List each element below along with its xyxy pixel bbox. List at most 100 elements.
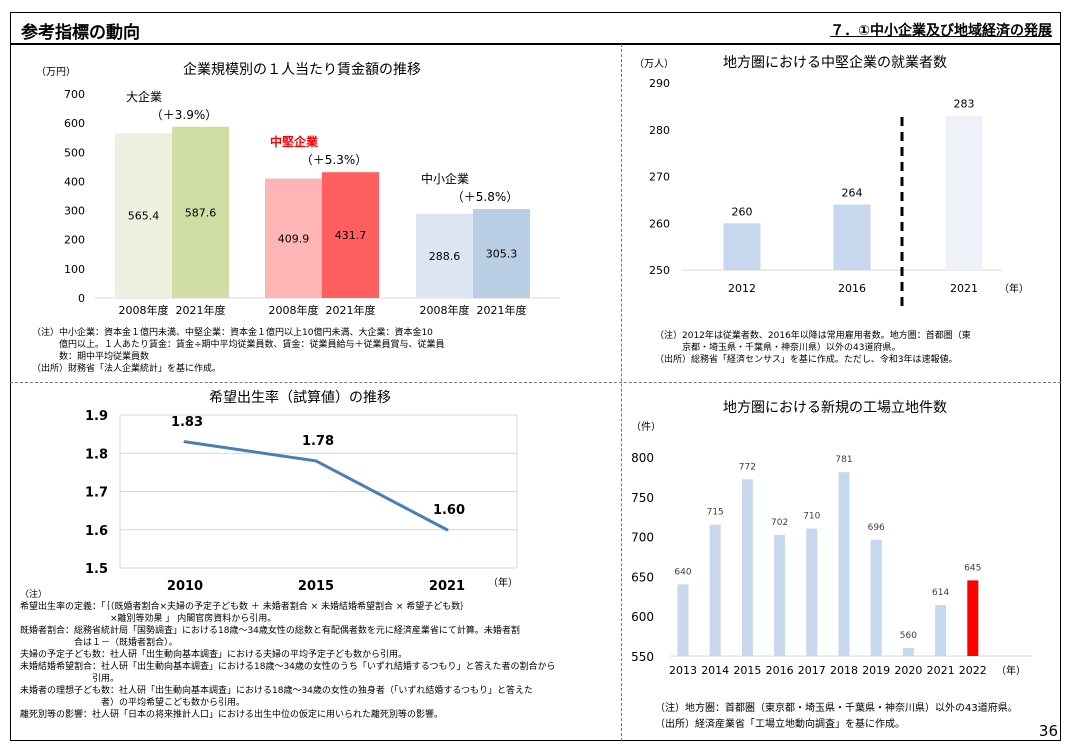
factory-ytick: 600 [631,610,654,624]
wage-ytick: 500 [64,146,85,159]
wage-notes: （注）中小企業：資本金１億円未満、中堅企業：資本金１億円以上10億円未満、大企業… [32,327,445,375]
fertility-ytick: 1.9 [85,409,108,424]
employment-bar [723,223,761,270]
factory-value-label: 781 [835,455,852,465]
wage-growth-label: （＋5.8%） [452,190,519,204]
page-title: 参考指標の動向 [21,23,140,43]
employment-xtick: 2016 [838,282,866,295]
employment-xtick: 2012 [728,282,756,295]
fertility-xtick: 2010 [167,579,203,594]
factory-ytick: 750 [631,491,654,505]
wage-value-label: 288.6 [429,250,461,263]
fertility-xtick: 2021 [429,579,465,594]
factory-xtick: 2018 [830,664,858,677]
wage-ylabel: （万円） [36,66,76,78]
employment-xunit: （年） [999,282,1029,295]
employment-xtick: 2021 [950,282,978,295]
wage-bar [172,126,229,299]
wage-xtick: 2008年度 [119,303,169,317]
factory-value-label: 645 [964,563,981,573]
employment-ytick: 270 [649,171,670,184]
employment-notes: （注）2012年は従業者数、2016年以降は常用雇用者数。地方圏：首都圏（東 京… [655,330,971,366]
factory-ytick: 700 [631,531,654,545]
fertility-ytick: 1.7 [85,486,108,501]
fertility-ytick: 1.8 [85,447,108,462]
wage-group-name: 大企業 [126,89,162,104]
wage-group-name: 中堅企業 [270,134,319,149]
wage-group-name: 中小企業 [421,171,469,186]
vertical-divider [621,44,622,741]
employment-value-label: 264 [842,187,863,200]
factory-xtick: 2020 [894,664,922,677]
fertility-note-line: （注） [20,590,48,600]
wage-ytick: 100 [64,263,85,276]
factory-ytick: 650 [631,570,654,584]
page-number: 36 [1038,722,1058,740]
factory-xtick: 2014 [701,664,729,677]
factory-notes: （注）地方圏：首都圏（東京都・埼玉県・千葉県・神奈川県）以外の43道府県。 （出所… [655,701,1018,733]
wage-xtick: 2008年度 [420,303,470,317]
employment-ytick: 250 [649,264,670,277]
factory-note-line: （注）地方圏：首都圏（東京都・埼玉県・千葉県・神奈川県）以外の43道府県。 [655,703,1018,714]
employment-value-label: 283 [954,98,975,111]
factory-bar [935,605,947,656]
wage-note-line: （注）中小企業：資本金１億円未満、中堅企業：資本金１億円以上10億円未満、大企業… [32,328,433,338]
employment-bar [945,115,983,270]
wage-note-line: 数：期中平均従業員数 [32,352,150,362]
employment-note-line: （出所）総務省「経済センサス」を基に作成。ただし、令和3年は速報値。 [655,355,958,365]
fertility-point [183,440,187,444]
fertility-ytick: 1.6 [85,524,108,539]
wage-bar [115,133,172,298]
wage-bar [265,178,322,298]
employment-ytick: 280 [649,124,670,137]
wage-growth-label: （＋3.9%） [151,108,218,122]
employment-ytick: 290 [649,77,670,90]
factory-value-label: 560 [900,631,917,641]
factory-value-label: 614 [932,588,949,598]
factory-chart: 地方圏における新規の工場立地件数 （件） 550 600 650 700 750 800 640… [631,400,1032,677]
wage-value-label: 587.6 [185,206,217,219]
fertility-xunit: （年） [488,576,518,589]
wage-growth-label: （＋5.3%） [301,153,368,167]
fertility-note-line: 夫婦の予定子ども数：社人研「出生動向基本調査」における夫婦の平均予定子ども数から… [20,650,408,660]
wage-xtick: 2021年度 [477,303,527,317]
fertility-ytick: 1.5 [85,562,108,577]
fertility-point [445,528,449,532]
wage-ytick: 400 [64,175,85,188]
factory-value-label: 772 [739,462,756,472]
content-frame [10,44,1061,741]
wage-note-line: 億円以上。１人あたり賃金：賃金÷期中平均従業員数、賃金：従業員給与＋従業員賞与、… [32,340,445,350]
employment-title: 地方圏における中堅企業の就業者数 [723,54,947,71]
employment-ylabel: （万人） [634,58,674,70]
wage-ytick: 200 [64,234,85,247]
factory-bar [967,580,979,656]
wage-bar [473,209,530,298]
factory-xtick: 2021 [927,664,955,677]
wage-title: 企業規模別の１人当たり賃金額の推移 [183,61,421,78]
fertility-point [314,459,318,463]
fertility-note-line: 希望出生率の定義：「｛（既婚者割合×夫婦の予定子ども数 ＋ 未婚者割合 × 未婚… [20,602,470,612]
factory-xtick: 2013 [669,664,697,677]
wage-bar [322,172,379,298]
fertility-note-line: 者）の平均希望こども数から引用。 [20,698,246,708]
wage-ytick: 700 [64,88,85,101]
factory-bar [741,479,753,656]
wage-bar [416,213,473,298]
factory-title: 地方圏における新規の工場立地件数 [723,400,947,416]
fertility-xtick: 2015 [298,579,334,594]
fertility-note-line: 既婚者割合：総務省統計局「国勢調査」における18歳～34歳女性の総数と有配偶者数… [20,626,520,636]
factory-value-label: 710 [803,512,820,522]
wage-value-label: 409.9 [278,232,310,245]
wage-chart: （万円） 企業規模別の１人当たり賃金額の推移 0 100 200 300 400 500 600… [36,61,560,317]
employment-chart: （万人） 地方圏における中堅企業の就業者数 250 260 270 280 290 260 20… [634,54,1029,312]
fertility-note-line: 引用。 [20,674,120,684]
page-header: 参考指標の動向 ７．①中小企業及び地域経済の発展 [10,12,1061,44]
section-title: ７．①中小企業及び地域経済の発展 [830,23,1052,39]
wage-xtick: 2021年度 [176,303,226,317]
factory-ytick: 550 [631,650,654,664]
fertility-value-label: 1.78 [302,434,334,449]
factory-bar [838,472,850,656]
factory-value-label: 640 [674,567,691,577]
horizontal-divider [10,382,1061,383]
factory-xunit: （年） [996,664,1026,677]
